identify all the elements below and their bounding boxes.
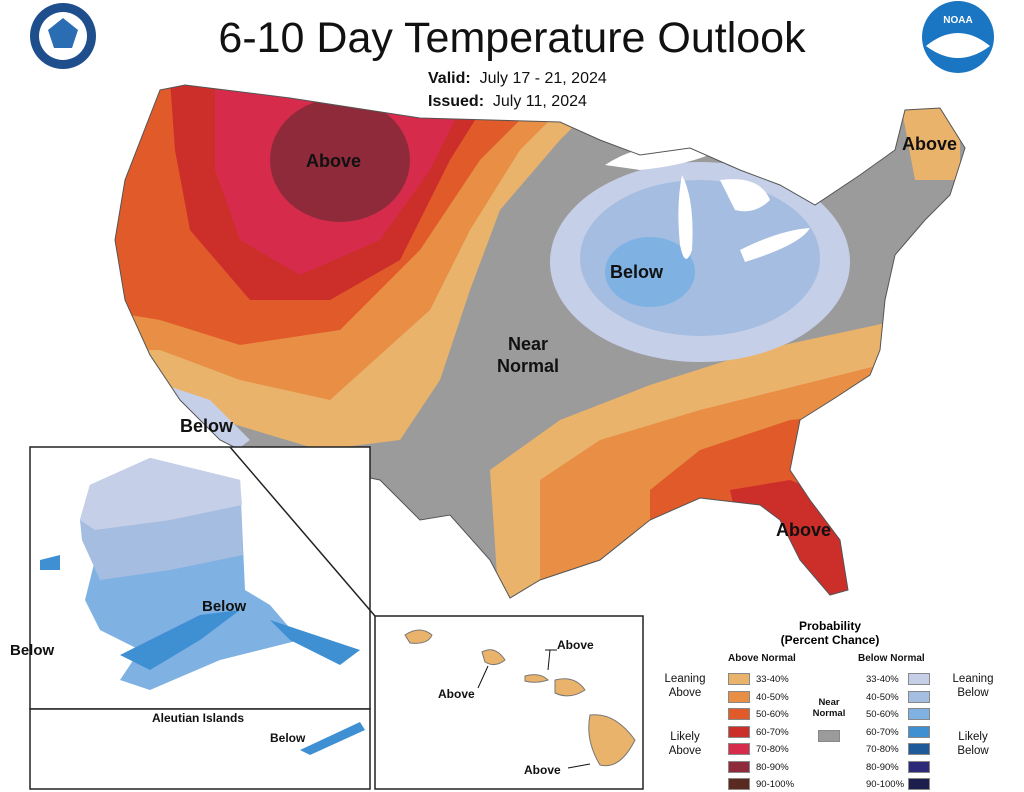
legend-below-label-1: 40-50%: [866, 691, 899, 703]
legend-above-swatch-5: [728, 760, 750, 773]
label-hawaii-above-3: Above: [524, 763, 561, 777]
leaning-above-line2: Above: [668, 687, 702, 699]
legend-near-swatch: [818, 730, 840, 742]
legend-likely-above: Likely Above: [660, 730, 710, 758]
leaning-above-line1: Leaning: [664, 673, 706, 685]
legend-below-label-4: 70-80%: [866, 744, 899, 755]
label-northwest-above: Above: [306, 151, 362, 171]
legend-above-label-2: 50-60%: [756, 709, 789, 720]
label-hawaii-above-2: Above: [438, 687, 475, 701]
legend-above-header: Above Normal: [728, 653, 796, 664]
label-alaska-west-below: Below: [10, 642, 55, 659]
noaa-logo: NOAA: [922, 1, 994, 73]
issued-label: Issued:: [428, 93, 485, 110]
likely-below-line1: Likely: [958, 731, 988, 743]
legend-below-swatch-6: [908, 778, 930, 790]
aleutian-title: Aleutian Islands: [152, 711, 245, 725]
near-normal-line1: Near: [507, 334, 549, 354]
legend-leaning-below: Leaning Below: [948, 672, 998, 700]
valid-value: July 17 - 21, 2024: [479, 70, 607, 87]
legend-title-line2: (Percent Chance): [780, 633, 880, 647]
label-maine-above: Above: [902, 134, 958, 154]
legend-title: Probability (Percent Chance): [760, 619, 900, 647]
legend-below-swatch-3: [908, 725, 930, 738]
legend-below-label-2: 50-60%: [866, 709, 899, 720]
label-alaska-below: Below: [202, 598, 247, 615]
alaska-inset: [29, 446, 376, 790]
conus-probability-fill: [115, 85, 965, 598]
leaning-below-line2: Below: [957, 687, 989, 699]
legend-above-label-4: 70-80%: [756, 744, 789, 755]
legend-below-header: Below Normal: [858, 653, 925, 664]
label-great-lakes-below: Below: [610, 262, 664, 282]
issued-value: July 11, 2024: [492, 93, 587, 110]
hawaii-inset: [374, 615, 644, 790]
doc-seal-logo: [30, 3, 96, 69]
legend-below-swatch-2: [908, 708, 930, 720]
leaning-below-line1: Leaning: [952, 673, 994, 685]
legend-above-label-5: 80-90%: [756, 761, 789, 773]
legend-near-line1: Near: [818, 697, 840, 708]
great-lakes: [605, 145, 810, 262]
label-aleutian-below: Below: [270, 731, 306, 745]
legend-title-line1: Probability: [798, 619, 861, 633]
legend-above-swatch-0: [728, 673, 750, 685]
legend-above-label-0: 33-40%: [756, 674, 789, 685]
issued-line: Issued: July 11, 2024: [428, 93, 587, 111]
page-title: 6-10 Day Temperature Outlook: [218, 14, 806, 62]
near-normal-line2: Normal: [497, 356, 560, 376]
legend-below-swatch-0: [908, 673, 930, 685]
legend-below-label-0: 33-40%: [866, 674, 899, 685]
valid-line: Valid: July 17 - 21, 2024: [428, 70, 607, 88]
legend-above-swatch-4: [728, 743, 750, 755]
legend-below-label-5: 80-90%: [866, 761, 899, 773]
noaa-logo-text: NOAA: [943, 15, 972, 26]
likely-above-line2: Above: [668, 745, 702, 757]
legend-above-swatch-2: [728, 708, 750, 720]
legend-below-swatch-1: [908, 690, 930, 703]
legend-above-label-1: 40-50%: [756, 691, 789, 703]
legend-below-label-6: 90-100%: [866, 779, 905, 790]
legend-leaning-above: Leaning Above: [660, 672, 710, 700]
legend-below-swatch-5: [908, 760, 930, 773]
label-hawaii-above-1: Above: [557, 638, 594, 652]
legend-near-normal: Near Normal: [808, 697, 850, 719]
likely-above-line1: Likely: [670, 731, 700, 743]
legend-above-label-6: 90-100%: [756, 779, 795, 790]
legend-below-label-3: 60-70%: [866, 726, 899, 738]
legend-likely-below: Likely Below: [948, 730, 998, 758]
legend-below-swatch-4: [908, 743, 930, 755]
label-florida-above: Above: [776, 520, 832, 540]
valid-label: Valid:: [428, 70, 471, 87]
legend-above-label-3: 60-70%: [756, 726, 789, 738]
likely-below-line2: Below: [957, 745, 989, 757]
label-near-normal: Near Normal: [497, 333, 559, 377]
legend-above-swatch-6: [728, 778, 750, 790]
legend-above-swatch-1: [728, 690, 750, 703]
legend-above-swatch-3: [728, 725, 750, 738]
label-southwest-below: Below: [180, 416, 234, 436]
legend-near-line2: Normal: [812, 708, 846, 719]
